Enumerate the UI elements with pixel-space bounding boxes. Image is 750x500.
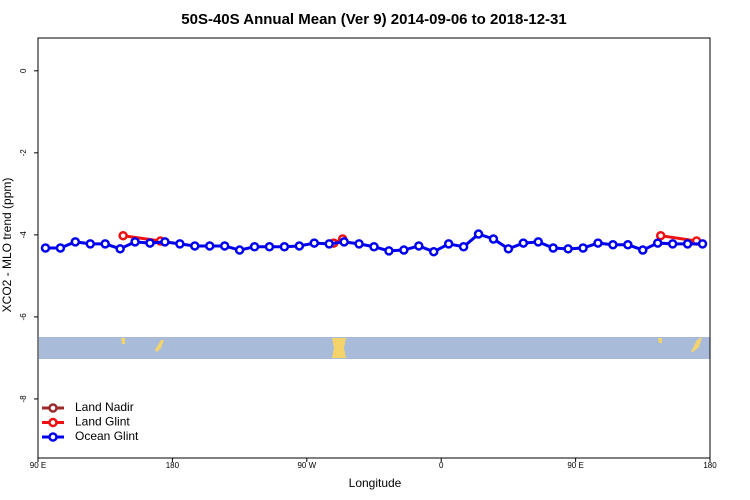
y-axis-label: XCO2 - MLO trend (ppm) [0,178,14,313]
y-tick-label: -6 [19,313,28,321]
map-strip [39,337,710,359]
point [458,242,469,252]
point [563,244,573,254]
point [593,238,603,248]
point [115,244,125,254]
point [234,245,245,255]
legend-marker [48,417,58,428]
x-tick-label: 90 W [297,461,316,470]
chart-title: 50S-40S Annual Mean (Ver 9) 2014-09-06 t… [181,11,566,28]
x-tick-label: 90 E [30,461,46,470]
point [655,230,666,241]
point [518,238,529,248]
legend-marker [48,403,58,413]
point [219,241,230,251]
point [473,229,484,239]
x-tick-label: 0 [439,461,444,470]
point [533,237,544,247]
point [548,243,558,253]
point [369,242,379,252]
x-axis-label: Longitude [349,476,402,490]
point [652,238,663,248]
point [249,242,260,252]
legend-label: Ocean Glint [75,429,139,443]
point [324,239,334,249]
y-tick-label: -8 [19,395,28,403]
point [160,237,170,247]
point [623,239,633,250]
x-tick-label: 180 [703,461,717,470]
point [264,242,275,252]
point [175,239,185,249]
point [503,244,514,254]
point [384,246,394,256]
point [682,239,693,249]
plot-frame [37,37,711,459]
point [428,246,439,257]
y-tick-label: 0 [19,68,28,73]
point [100,239,110,249]
point [414,241,424,251]
y-tick-label: -4 [19,231,28,239]
point [667,239,678,249]
point [40,243,51,253]
legend-label: Land Nadir [75,400,134,414]
point [578,243,588,253]
y-tick-label: -2 [19,149,28,157]
point [638,245,648,255]
point [118,230,128,241]
point [339,237,349,247]
point [55,243,66,253]
point [145,238,155,248]
point [130,237,140,247]
point [279,242,290,252]
legend-marker [48,432,58,442]
x-tick-label: 90 E [567,461,583,470]
point [488,234,499,244]
point [354,239,364,249]
x-tick-label: 180 [166,461,180,470]
legend-label: Land Glint [75,415,130,429]
point [399,245,409,255]
point [608,239,618,250]
point [70,237,81,247]
point [204,241,215,251]
point [85,239,96,249]
point [309,238,320,248]
point [443,239,454,249]
point [190,241,200,251]
point [294,241,305,251]
point [697,239,708,249]
